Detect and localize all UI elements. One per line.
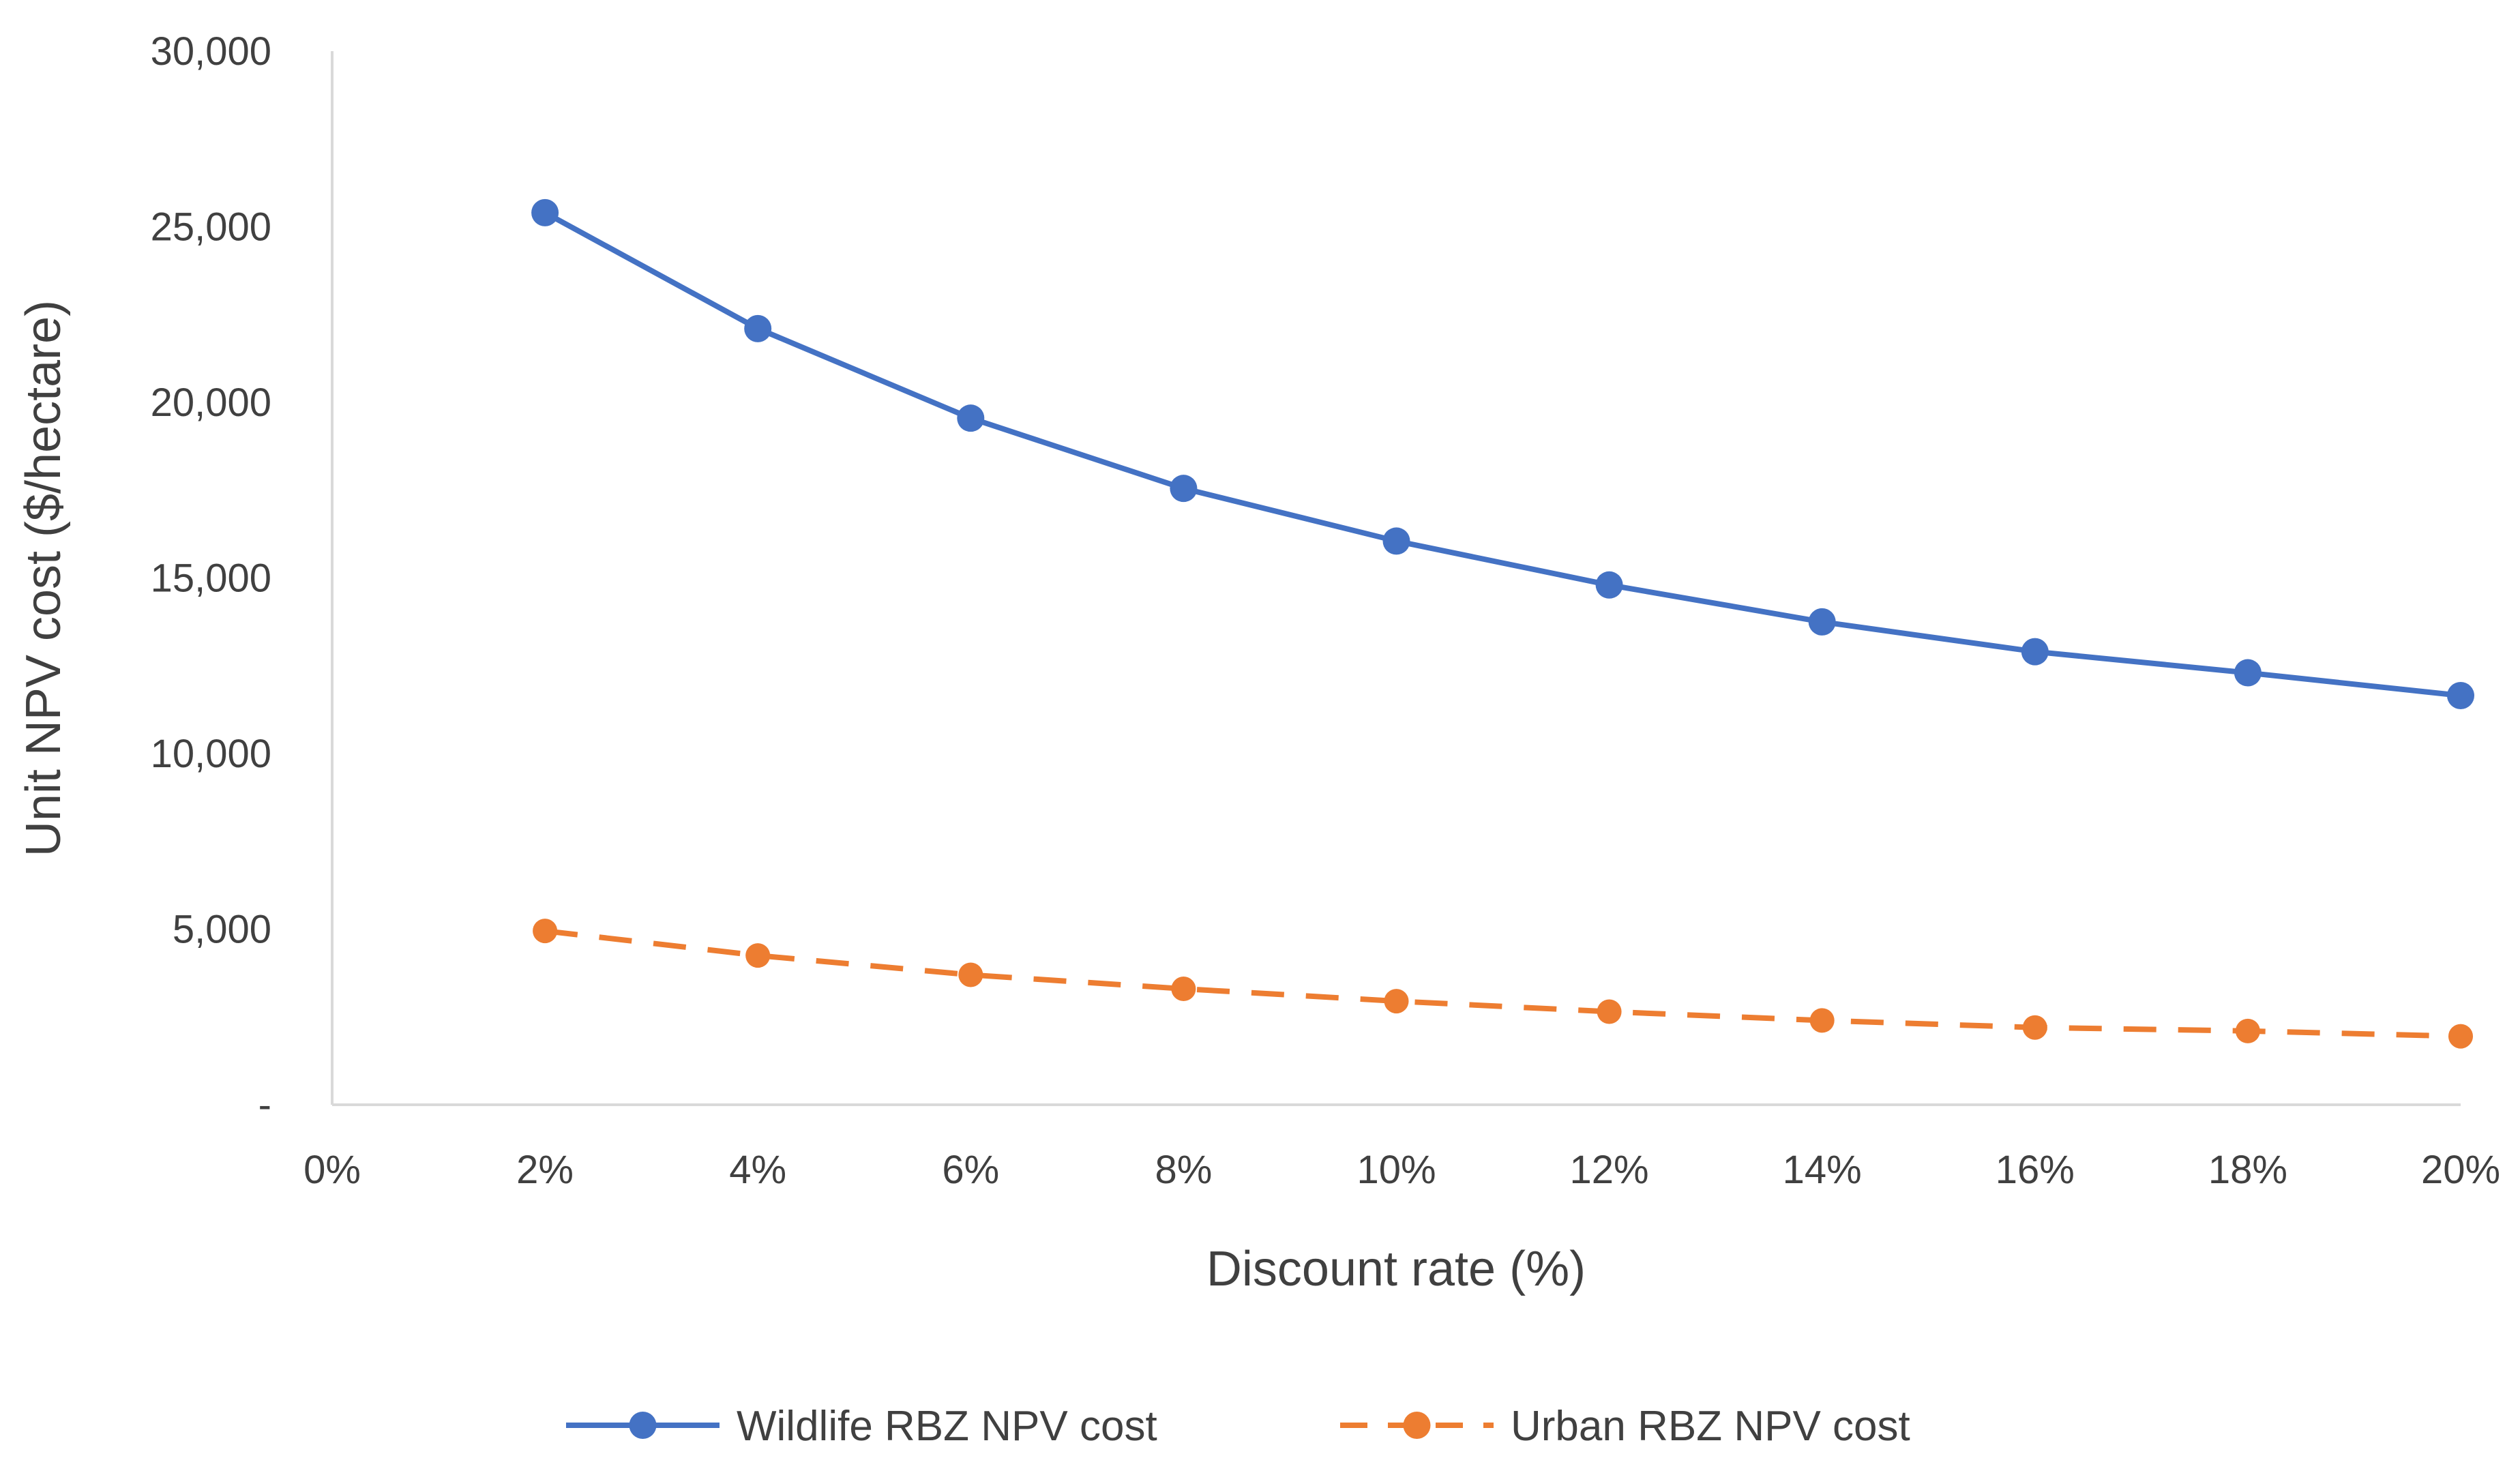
x-tick-label: 18% [2208,1148,2287,1192]
y-tick-label: 25,000 [151,205,271,250]
data-point-urban-rbz-npv-cost [745,943,771,968]
data-point-urban-rbz-npv-cost [533,919,558,944]
x-tick-label: 0% [303,1148,361,1192]
data-point-wildlife-rbz-npv-cost [1595,571,1623,599]
y-tick-label: 10,000 [151,732,271,776]
y-tick-label: 15,000 [151,556,271,601]
data-point-urban-rbz-npv-cost [2448,1024,2473,1049]
x-axis-title: Discount rate (%) [1206,1242,1586,1296]
legend-swatch-marker [629,1412,657,1439]
x-tick-label: 8% [1155,1148,1212,1192]
series-wildlife-rbz-npv-cost [531,198,2474,710]
series-layer [531,198,2474,1049]
x-tick-label: 16% [1996,1148,2075,1192]
series-line-wildlife-rbz-npv-cost [544,210,2461,698]
data-point-wildlife-rbz-npv-cost [2447,682,2474,710]
data-point-wildlife-rbz-npv-cost [2234,659,2262,687]
legend-entry: Wildlife RBZ NPV cost [566,1403,1157,1450]
data-point-urban-rbz-npv-cost [1809,1008,1835,1033]
y-tick-label: 30,000 [151,29,271,74]
data-point-urban-rbz-npv-cost [2022,1015,2047,1040]
x-tick-label: 4% [729,1148,786,1192]
x-tick-label: 6% [942,1148,999,1192]
series-urban-rbz-npv-cost [533,919,2473,1049]
data-point-urban-rbz-npv-cost [1384,989,1409,1014]
series-line-urban-rbz-npv-cost [544,928,2461,1039]
y-tick-label: 5,000 [173,908,271,952]
axes [331,51,2461,1106]
legend-label: Wildlife RBZ NPV cost [737,1403,1157,1450]
data-point-wildlife-rbz-npv-cost [957,404,985,432]
x-tick-label: 2% [516,1148,574,1192]
y-tick-label: - [258,1083,271,1127]
x-tick-label: 14% [1783,1148,1862,1192]
data-point-urban-rbz-npv-cost [1597,999,1622,1024]
legend-label: Urban RBZ NPV cost [1511,1403,1910,1450]
x-tick-label: 12% [1570,1148,1649,1192]
y-axis-title: Unit NPV cost ($/hectare) [16,300,71,857]
x-tick-label: 10% [1357,1148,1436,1192]
data-point-urban-rbz-npv-cost [2235,1018,2260,1043]
y-tick-label: 20,000 [151,381,271,425]
legend: Wildlife RBZ NPV cost Urban RBZ NPV cost [566,1403,1910,1450]
legend-entry: Urban RBZ NPV cost [1340,1403,1910,1450]
data-point-urban-rbz-npv-cost [1171,977,1196,1002]
data-point-wildlife-rbz-npv-cost [531,198,559,226]
data-point-wildlife-rbz-npv-cost [2021,638,2049,666]
x-tick-labels: 0% 2% 4% 6% 8% 10% 12% 14% 16% 18% 20% [303,1148,2500,1192]
legend-swatch-marker [1403,1412,1431,1439]
data-point-wildlife-rbz-npv-cost [1808,608,1836,636]
x-tick-label: 20% [2421,1148,2500,1192]
data-point-urban-rbz-npv-cost [958,962,983,987]
data-point-wildlife-rbz-npv-cost [744,314,772,342]
y-tick-labels: - 5,000 10,000 15,000 20,000 25,000 30,000 [151,29,271,1127]
data-point-wildlife-rbz-npv-cost [1382,527,1410,555]
data-point-wildlife-rbz-npv-cost [1170,475,1198,503]
